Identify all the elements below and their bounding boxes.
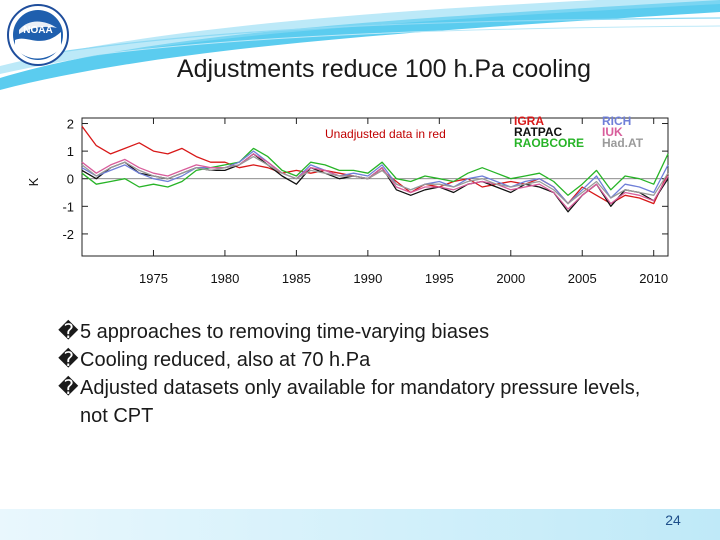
- y-tick-label: 1: [67, 144, 74, 159]
- temperature-anomaly-chart: 2 1 0 -1 -2 1975 1980 1985 1990 1995 2000 2005 2010…: [26, 114, 669, 286]
- x-tick-label: 1995: [425, 271, 454, 286]
- x-tick-label: 2005: [568, 271, 597, 286]
- x-tick-label: 2000: [496, 271, 525, 286]
- series-line-raobcore: [81, 147, 669, 196]
- bullet-glyph-icon: �: [58, 377, 79, 399]
- y-tick-label: 2: [67, 117, 74, 132]
- page-number: 24: [665, 512, 681, 528]
- legend-label: Had.AT: [602, 136, 644, 150]
- bullet-text: Cooling reduced, also at 70 h.Pa: [80, 349, 371, 371]
- bullet-text: 5 approaches to removing time-varying bi…: [80, 321, 490, 343]
- series-line-iuk: [81, 153, 669, 210]
- series-line-had-at: [81, 155, 669, 205]
- bullet-text: Adjusted datasets only available for man…: [80, 377, 641, 427]
- footer-bar: [0, 509, 720, 540]
- bullet-glyph-icon: �: [58, 349, 79, 371]
- slide-title: Adjustments reduce 100 h.Pa cooling: [176, 55, 592, 83]
- bullet-item: � Adjusted datasets only available for ma…: [58, 374, 658, 430]
- legend-label: RICH: [602, 114, 631, 128]
- logo-text: NOAA: [23, 25, 52, 36]
- plot-border: [81, 117, 669, 257]
- bullet-item: � 5 approaches to removing time-varying …: [58, 318, 658, 346]
- x-tick-label: 2010: [639, 271, 668, 286]
- y-axis-label: K: [26, 177, 41, 186]
- x-tick-label: 1980: [210, 271, 239, 286]
- y-tick-label: 0: [67, 172, 74, 187]
- legend-label: RAOBCORE: [514, 136, 584, 150]
- series-lines: [81, 125, 669, 213]
- legend-label: IUK: [602, 125, 623, 139]
- legend-label: RATPAC: [514, 125, 563, 139]
- bullet-glyph-icon: �: [58, 321, 79, 343]
- header-swoosh: [0, 0, 720, 90]
- series-line-ratpac: [81, 153, 669, 213]
- plot-frame: [81, 117, 669, 257]
- y-tick-label: -2: [62, 227, 74, 242]
- x-axis: 1975 1980 1985 1990 1995 2000 2005 2010: [139, 118, 668, 286]
- bullet-list: � 5 approaches to removing time-varying …: [58, 318, 658, 430]
- x-tick-label: 1990: [353, 271, 382, 286]
- x-tick-label: 1985: [282, 271, 311, 286]
- chart-legend: IGRA RICH RATPAC IUK RAOBCORE Had.AT: [514, 114, 644, 150]
- y-axis: 2 1 0 -1 -2: [62, 117, 668, 242]
- bullet-item: � Cooling reduced, also at 70 h.Pa: [58, 346, 658, 374]
- y-tick-label: -1: [62, 199, 74, 214]
- x-tick-label: 1975: [139, 271, 168, 286]
- legend-label: IGRA: [514, 114, 544, 128]
- noaa-logo: NOAA: [7, 4, 69, 66]
- chart-annotation: Unadjusted data in red: [325, 127, 446, 141]
